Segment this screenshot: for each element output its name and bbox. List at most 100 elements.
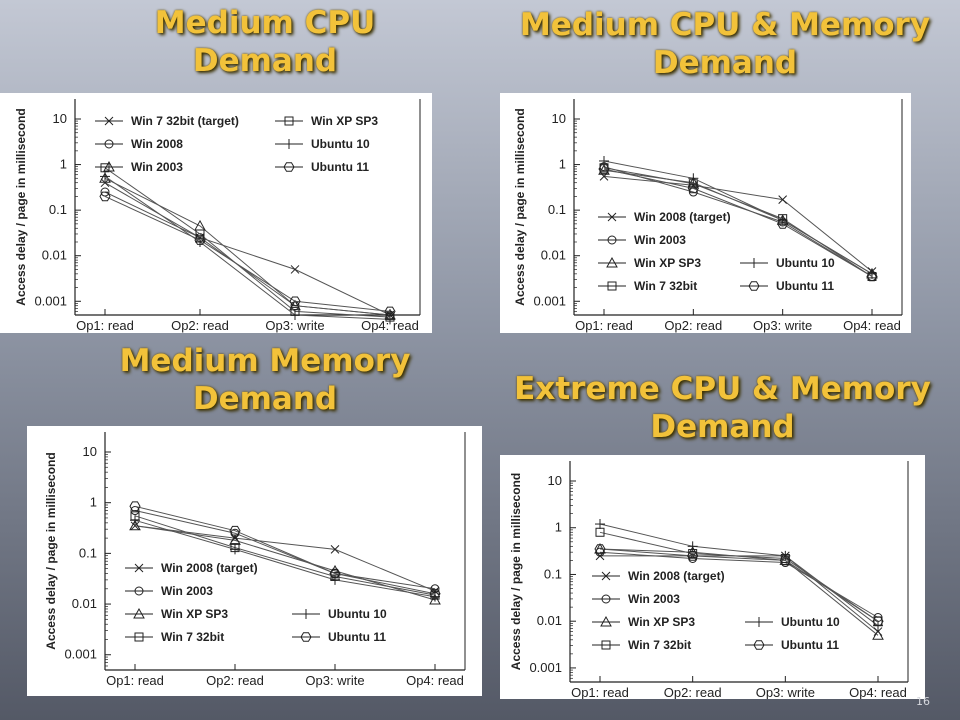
y-axis-label: Access delay / page in millisecond [513,108,527,305]
series-line-4 [104,167,391,318]
y-axis-label: Access delay / page in millisecond [44,452,58,649]
x-tick-label: Op4: read [849,685,907,699]
legend-marker [104,116,114,126]
x-tick-label: Op4: read [406,673,464,688]
legend-label: Win 2003 [634,233,686,247]
data-point-6-2 [687,183,699,194]
data-point-1-3 [778,195,788,204]
legend-item-3: Win XP SP3 [592,615,695,629]
legend-marker [601,571,611,581]
legend-item-6: Ubuntu 11 [745,638,839,652]
data-point-6-4 [866,271,878,282]
data-point-5-3 [330,574,340,585]
legend-marker [284,116,294,126]
legend-item-2: Win 2008 [95,137,183,151]
data-point-1-3 [290,265,300,274]
series-line-5 [104,175,391,320]
x-tick-label: Op2: read [664,318,722,333]
legend-label: Ubuntu 10 [781,615,840,629]
y-tick-label: 1 [555,520,562,535]
y-tick-label: 0.001 [529,660,562,675]
x-tick-label: Op3: write [305,673,364,688]
y-tick-label: 10 [53,111,67,126]
series-line-5 [134,519,436,598]
legend-item-1: Win 2008 (target) [598,210,731,224]
legend-label: Win 2008 (target) [634,210,731,224]
legend-item-6: Ubuntu 11 [292,630,386,644]
y-tick-label: 1 [559,157,566,172]
data-point-4-1 [595,527,605,537]
legend-item-3: Win 2003 [95,160,183,174]
chart-panel-3: 10 1 0.1 0.01 0.001 Access delay / page in mi… [27,426,482,696]
legend-label: Win 7 32bit (target) [131,114,239,128]
data-point-6-1 [598,164,610,174]
legend-marker [284,139,294,149]
data-point-1-3 [330,545,340,554]
series-line-6 [603,168,873,277]
y-tick-label: 0.001 [64,647,97,662]
data-point-6-1 [99,191,111,202]
y-tick-label: 0.1 [544,566,562,581]
data-point-6-1 [594,544,606,554]
data-point-6-4 [384,306,396,317]
legend-marker [607,212,617,222]
legend-item-6: Ubuntu 11 [740,279,834,293]
legend-item-5: Ubuntu 10 [740,256,835,270]
data-point-5-1 [595,519,605,530]
legend-marker [134,632,144,642]
legend-item-4: Win 7 32bit [598,279,697,293]
data-point-3-2 [687,176,700,188]
y-axis-label: Access delay / page in millisecond [509,473,523,670]
y-tick-label: 10 [548,473,562,488]
x-tick-label: Op1: read [571,685,629,699]
series-line-2 [134,510,436,590]
legend-marker [300,632,312,642]
legend-label: Win 2003 [628,592,680,606]
series-line-6 [599,548,879,622]
page-number: 16 [916,695,930,708]
y-tick-label: 10 [552,111,566,126]
legend-item-1: Win 2008 (target) [125,561,258,575]
data-point-5-2 [687,541,698,552]
legend-label: Win 2003 [131,160,183,174]
x-tick-label: Op4: read [843,318,901,333]
y-tick-label: 0.1 [79,545,97,560]
data-point-6-3 [289,296,301,307]
x-tick-label: Op3: write [265,318,324,333]
legend-label: Win XP SP3 [161,607,228,621]
chart-title-3: Medium Memory Demand [119,343,411,417]
series-line-2 [603,166,873,277]
data-point-5-1 [130,515,140,526]
legend-label: Win 7 32bit [634,279,697,293]
series-line-2 [599,551,879,618]
data-point-6-3 [777,219,789,229]
y-tick-label: 0.01 [541,248,566,263]
data-point-2-1 [100,187,110,197]
y-tick-label: 0.01 [72,596,97,611]
legend-item-5: Ubuntu 10 [292,607,387,621]
y-tick-label: 0.1 [548,202,566,217]
legend-label: Ubuntu 10 [328,607,387,621]
data-point-1-1 [130,521,140,531]
data-point-5-2 [688,173,699,184]
legend-label: Win XP SP3 [634,256,701,270]
series-line-4 [599,531,879,622]
legend-marker [606,256,618,268]
legend-item-4: Win XP SP3 [275,114,378,128]
chart-title-1: Medium CPU Demand [154,5,376,79]
x-tick-label: Op1: read [106,673,164,688]
legend-marker [601,594,611,604]
y-tick-label: 0.001 [34,293,67,308]
chart-1: 10 1 0.1 0.01 0.001 Access delay / page in mi… [14,99,421,333]
y-tick-label: 10 [83,444,97,459]
legend-marker [607,235,617,245]
data-point-6-2 [687,551,699,561]
x-tick-label: Op2: read [206,673,264,688]
legend-marker [749,258,759,268]
series-line-5 [603,160,873,275]
legend-item-1: Win 7 32bit (target) [95,114,239,128]
legend-label: Ubuntu 10 [311,137,370,151]
legend-item-2: Win 2003 [598,233,686,247]
chart-panel-4: 10 1 0.1 0.01 0.001 Access delay / page in mi… [500,455,925,699]
legend-marker [754,617,764,627]
